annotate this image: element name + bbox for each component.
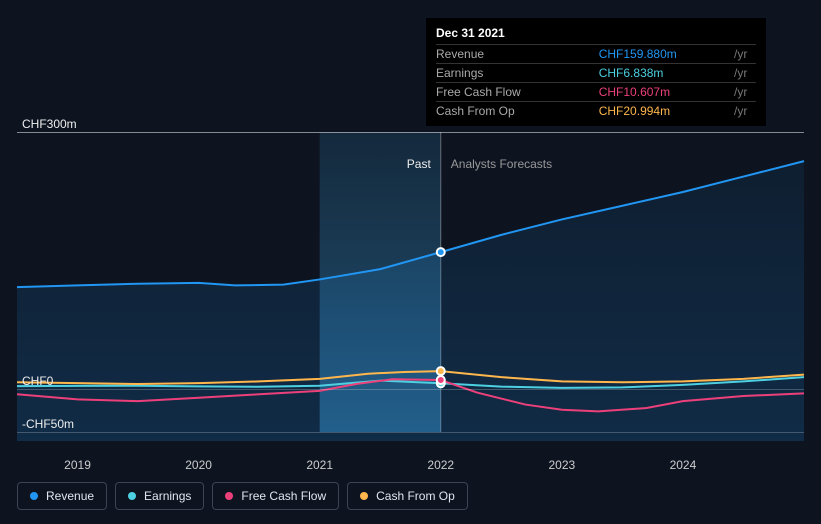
forecast-section-label: Analysts Forecasts — [451, 157, 552, 171]
tooltip-row-label: Free Cash Flow — [436, 83, 599, 102]
tooltip-row-label: Revenue — [436, 45, 599, 64]
tooltip-row-unit: /yr — [734, 45, 756, 64]
tooltip-table: RevenueCHF159.880m/yrEarningsCHF6.838m/y… — [436, 44, 756, 120]
chart-tooltip: Dec 31 2021 RevenueCHF159.880m/yrEarning… — [426, 18, 766, 126]
cfo-marker[interactable] — [437, 367, 445, 375]
x-axis-label: 2021 — [306, 458, 333, 472]
legend-item-label: Earnings — [144, 489, 191, 503]
legend-item-fcf[interactable]: Free Cash Flow — [212, 482, 339, 510]
legend-item-revenue[interactable]: Revenue — [17, 482, 107, 510]
past-section-label: Past — [407, 157, 431, 171]
tooltip-row-value: CHF10.607m — [599, 83, 734, 102]
revenue-marker[interactable] — [437, 248, 445, 256]
y-gridline — [17, 132, 804, 133]
tooltip-row-unit: /yr — [734, 64, 756, 83]
tooltip-row-value: CHF20.994m — [599, 102, 734, 121]
legend-item-earnings[interactable]: Earnings — [115, 482, 204, 510]
tooltip-row-value: CHF6.838m — [599, 64, 734, 83]
x-axis-label: 2022 — [427, 458, 454, 472]
tooltip-row: Cash From OpCHF20.994m/yr — [436, 102, 756, 121]
legend-dot-icon — [360, 492, 368, 500]
legend-item-label: Cash From Op — [376, 489, 455, 503]
tooltip-row: RevenueCHF159.880m/yr — [436, 45, 756, 64]
x-axis-label: 2019 — [64, 458, 91, 472]
legend-item-cfo[interactable]: Cash From Op — [347, 482, 468, 510]
legend-item-label: Revenue — [46, 489, 94, 503]
y-gridline — [17, 389, 804, 390]
tooltip-row-unit: /yr — [734, 83, 756, 102]
legend-dot-icon — [128, 492, 136, 500]
legend-dot-icon — [30, 492, 38, 500]
y-axis-label: -CHF50m — [22, 417, 74, 431]
financial-forecast-chart: Dec 31 2021 RevenueCHF159.880m/yrEarning… — [0, 0, 821, 524]
x-axis-label: 2020 — [185, 458, 212, 472]
tooltip-row-label: Earnings — [436, 64, 599, 83]
y-axis-label: CHF0 — [22, 374, 53, 388]
x-axis-label: 2023 — [548, 458, 575, 472]
tooltip-row-unit: /yr — [734, 102, 756, 121]
tooltip-row-label: Cash From Op — [436, 102, 599, 121]
y-axis-label: CHF300m — [22, 117, 77, 131]
tooltip-row: Free Cash FlowCHF10.607m/yr — [436, 83, 756, 102]
legend-dot-icon — [225, 492, 233, 500]
tooltip-row-value: CHF159.880m — [599, 45, 734, 64]
y-gridline — [17, 432, 804, 433]
chart-legend: Revenue Earnings Free Cash Flow Cash From O… — [17, 482, 468, 510]
legend-item-label: Free Cash Flow — [241, 489, 326, 503]
fcf-marker[interactable] — [437, 376, 445, 384]
tooltip-row: EarningsCHF6.838m/yr — [436, 64, 756, 83]
tooltip-date: Dec 31 2021 — [436, 26, 756, 44]
x-axis-label: 2024 — [670, 458, 697, 472]
